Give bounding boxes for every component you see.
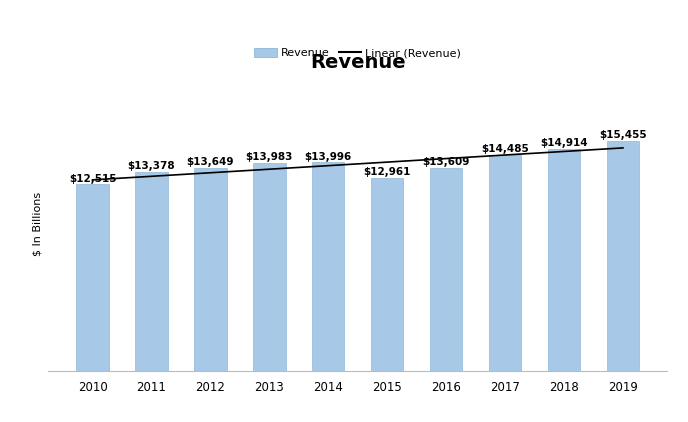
Text: $13,996: $13,996 — [305, 151, 352, 162]
Text: $13,609: $13,609 — [422, 157, 470, 168]
Bar — [548, 149, 580, 371]
Text: $15,455: $15,455 — [599, 130, 647, 140]
Bar — [76, 184, 109, 371]
Text: $13,983: $13,983 — [246, 152, 293, 162]
Bar — [253, 162, 286, 371]
Text: $14,485: $14,485 — [481, 144, 529, 154]
Bar — [194, 168, 226, 371]
Bar — [371, 178, 403, 371]
Bar — [430, 168, 462, 371]
Legend: Revenue, Linear (Revenue): Revenue, Linear (Revenue) — [250, 43, 466, 62]
Text: $14,914: $14,914 — [540, 138, 588, 148]
Text: $12,515: $12,515 — [69, 174, 116, 184]
Text: $13,378: $13,378 — [128, 161, 175, 171]
Bar — [489, 155, 522, 371]
Bar — [136, 172, 168, 371]
Title: Revenue: Revenue — [310, 53, 405, 72]
Text: $12,961: $12,961 — [363, 167, 411, 177]
Bar — [312, 162, 345, 371]
Y-axis label: $ In Billions: $ In Billions — [32, 192, 43, 256]
Text: $13,649: $13,649 — [186, 157, 234, 167]
Bar — [607, 141, 639, 371]
